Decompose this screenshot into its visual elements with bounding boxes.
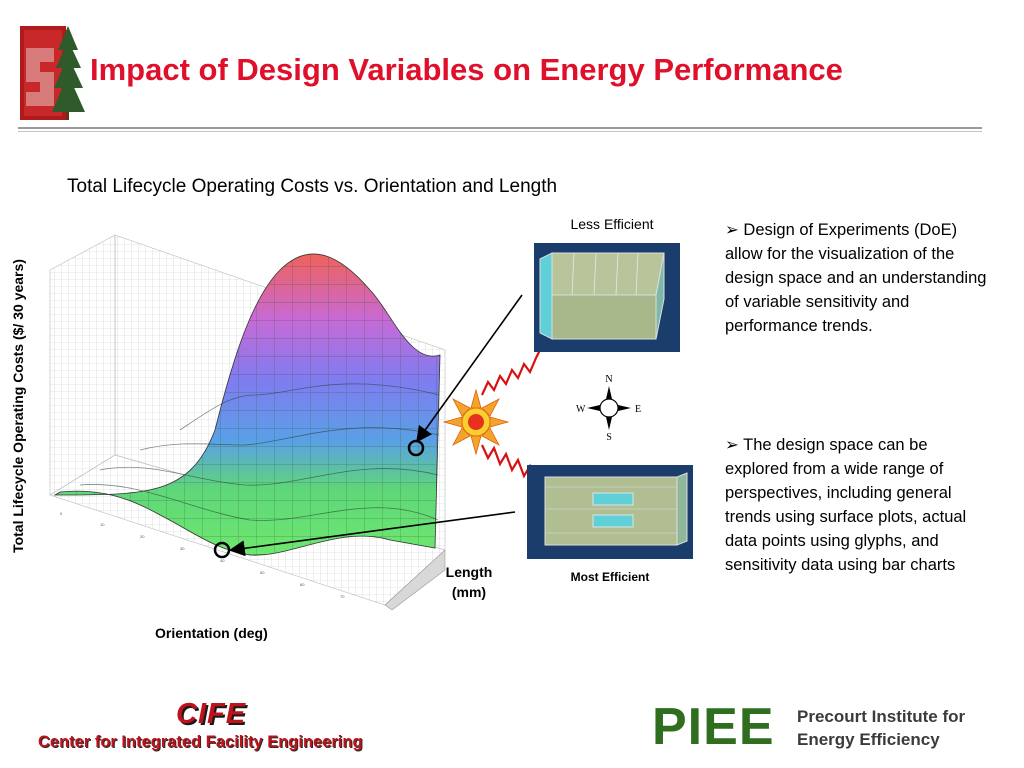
svg-text:50: 50 <box>260 570 265 575</box>
less-efficient-label: Less Efficient <box>570 216 654 232</box>
slide-subtitle: Total Lifecycle Operating Costs vs. Orie… <box>67 176 558 197</box>
piee-line2: Energy Efficiency <box>797 730 940 749</box>
svg-text:40: 40 <box>220 558 225 563</box>
bullet-marker-icon: ➢ <box>725 436 739 454</box>
length-label-line2: (mm) <box>451 584 487 600</box>
sun-icon <box>442 388 510 456</box>
svg-text:30: 30 <box>180 546 185 551</box>
length-label-line1: Length <box>445 564 493 580</box>
bullet-design-space: ➢ The design space can be explored from … <box>725 433 995 577</box>
cife-logo: CIFE <box>176 698 247 730</box>
svg-text:60: 60 <box>300 582 305 587</box>
piee-logo: PIEE <box>652 698 775 756</box>
piee-line1: Precourt Institute for <box>797 707 966 726</box>
bullet-text: The design space can be explored from a … <box>725 436 967 574</box>
compass-e: E <box>635 404 641 415</box>
svg-text:20: 20 <box>140 534 145 539</box>
most-efficient-building-image <box>527 465 693 559</box>
x-axis-label: Orientation (deg) <box>155 625 268 641</box>
stanford-logo-icon <box>20 26 85 120</box>
bullet-text: Design of Experiments (DoE) allow for th… <box>725 221 987 335</box>
compass-s: S <box>606 432 612 443</box>
less-efficient-building-image <box>534 243 680 352</box>
surface-plot: 0 10 20 30 40 50 60 70 <box>49 234 446 610</box>
svg-text:10: 10 <box>100 522 105 527</box>
piee-full-name: Precourt Institute for Energy Efficiency <box>797 705 965 751</box>
bullet-doe: ➢ Design of Experiments (DoE) allow for … <box>725 218 995 338</box>
building-render-most <box>544 472 688 546</box>
svg-text:70: 70 <box>340 594 345 599</box>
compass-icon: N S W E <box>576 374 641 443</box>
compass-n: N <box>605 374 612 385</box>
slide-title: Impact of Design Variables on Energy Per… <box>90 52 843 87</box>
svg-text:0: 0 <box>60 511 63 516</box>
title-divider-thin <box>18 131 982 132</box>
title-divider <box>18 127 982 129</box>
less-efficient-marker <box>407 439 425 457</box>
cife-full-name: Center for Integrated Facility Engineeri… <box>38 733 363 751</box>
most-efficient-label: Most Efficient <box>570 570 650 584</box>
bullet-marker-icon: ➢ <box>725 221 739 239</box>
compass-w: W <box>576 404 586 415</box>
length-axis-label: Length (mm) <box>430 562 508 602</box>
building-render-less <box>539 252 665 340</box>
